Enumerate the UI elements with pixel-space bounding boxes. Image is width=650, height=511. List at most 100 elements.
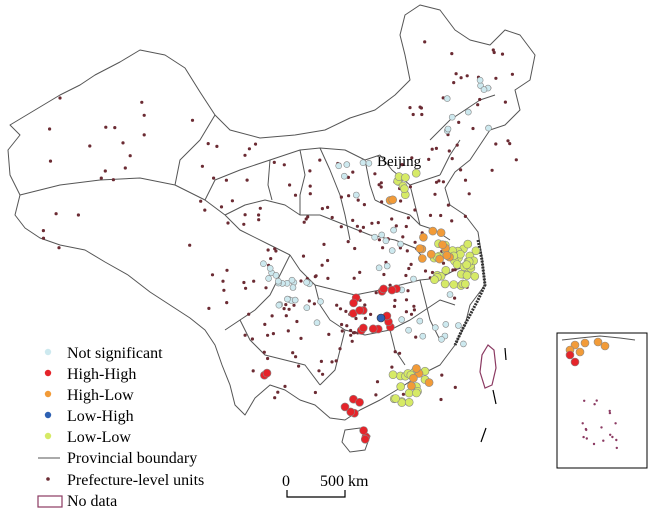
prefecture-dot	[413, 240, 417, 244]
prefecture-dot	[393, 298, 397, 302]
prefecture-points	[41, 40, 518, 402]
prefecture-dot	[399, 199, 403, 203]
prefecture-dot	[245, 178, 249, 182]
prefecture-dot	[349, 333, 353, 337]
prefecture-dot	[375, 380, 380, 384]
prefecture-dot	[358, 270, 362, 274]
prefecture-dot	[441, 180, 445, 184]
inset-island-no-data	[609, 433, 612, 436]
prefecture-dot	[308, 184, 312, 188]
province-line	[174, 114, 216, 186]
prefecture-dot	[322, 242, 326, 246]
prefecture-dot	[247, 147, 251, 151]
prefecture-dot	[312, 302, 316, 306]
prefecture-dot	[321, 372, 325, 376]
prefecture-dot	[338, 347, 342, 351]
prefecture-dot	[439, 397, 443, 402]
cluster-high-high	[355, 306, 365, 315]
prefecture-dot	[376, 221, 380, 225]
prefecture-dot	[406, 216, 410, 220]
cluster-low-low	[462, 260, 472, 270]
prefecture-dot	[111, 178, 115, 182]
prefecture-dot	[404, 298, 409, 302]
prefecture-dot	[510, 72, 514, 76]
prefecture-dot	[266, 356, 270, 361]
prefecture-dot	[299, 336, 303, 340]
cluster-not-significant	[378, 231, 386, 239]
prefecture-dot	[284, 314, 288, 318]
prefecture-dot	[476, 103, 480, 107]
cluster-not-significant	[260, 260, 267, 268]
prefecture-dot	[270, 314, 274, 318]
prefecture-dot	[478, 97, 482, 102]
prefecture-dot	[266, 248, 270, 252]
cluster-low-low	[400, 184, 409, 193]
legend-swatch-no-data	[37, 495, 63, 508]
prefecture-dot	[225, 301, 229, 305]
cluster-high-low	[424, 378, 434, 387]
prefecture-dot	[455, 143, 459, 147]
south-china-sea-inset	[556, 332, 648, 469]
prefecture-dot	[459, 76, 463, 80]
prefecture-dot	[269, 257, 273, 261]
prefecture-dot	[441, 261, 446, 265]
prefecture-dot	[423, 269, 428, 273]
prefecture-dot	[99, 176, 103, 180]
cluster-high-low	[436, 228, 446, 237]
prefecture-dot	[121, 141, 125, 145]
prefecture-dot	[243, 213, 247, 217]
cluster-low-low	[396, 382, 406, 391]
prefecture-dot	[434, 180, 439, 184]
national-outline	[7, 4, 536, 421]
prefecture-dot	[335, 303, 339, 307]
prefecture-dot	[273, 396, 277, 400]
prefecture-dot	[339, 195, 343, 199]
prefecture-dot	[326, 276, 330, 280]
prefecture-dot	[433, 192, 437, 196]
prefecture-dot	[320, 263, 324, 267]
cluster-not-significant	[343, 161, 351, 168]
inset-cluster-high-low	[600, 341, 610, 351]
prefecture-dot	[351, 331, 356, 335]
prefecture-dot	[379, 185, 383, 189]
prefecture-dot	[453, 268, 457, 272]
cluster-low-low	[470, 271, 480, 281]
prefecture-dot	[514, 158, 518, 162]
cluster-low-low	[430, 275, 439, 285]
inset-cluster-high-low	[580, 338, 590, 348]
province-line	[429, 94, 496, 141]
cluster-not-significant	[485, 124, 492, 132]
scale-distance-label: 500 km	[320, 473, 369, 490]
legend-label-provincial-boundary: Provincial boundary	[67, 450, 197, 467]
prefecture-dot	[215, 144, 219, 148]
prefecture-dot	[284, 303, 288, 307]
cluster-not-significant	[375, 264, 383, 272]
prefecture-dot	[450, 157, 454, 161]
prefecture-dot	[500, 52, 505, 56]
prefecture-dot	[418, 105, 422, 109]
legend-swatch-prefecture	[46, 477, 50, 481]
province-line	[319, 329, 346, 386]
prefecture-dot	[273, 247, 277, 251]
prefecture-dot	[58, 96, 62, 100]
prefecture-dot	[406, 289, 410, 293]
prefecture-dot	[41, 236, 46, 240]
prefecture-dot	[262, 350, 266, 354]
province-line	[224, 254, 291, 331]
prefecture-dot	[276, 390, 280, 394]
prefecture-dot	[286, 329, 290, 333]
prefecture-dot	[374, 291, 378, 295]
prefecture-dot	[339, 225, 343, 229]
prefecture-dot	[188, 243, 192, 247]
cluster-not-significant	[448, 113, 456, 121]
prefecture-dot	[308, 169, 312, 173]
prefecture-dot	[283, 384, 287, 388]
prefecture-dot	[247, 312, 251, 316]
province-line	[224, 199, 320, 216]
prefecture-dot	[408, 185, 412, 189]
prefecture-dot	[257, 218, 261, 222]
prefecture-dot	[271, 332, 275, 336]
inset-cluster-high-low	[575, 347, 585, 357]
inset-island-no-data	[608, 411, 612, 415]
